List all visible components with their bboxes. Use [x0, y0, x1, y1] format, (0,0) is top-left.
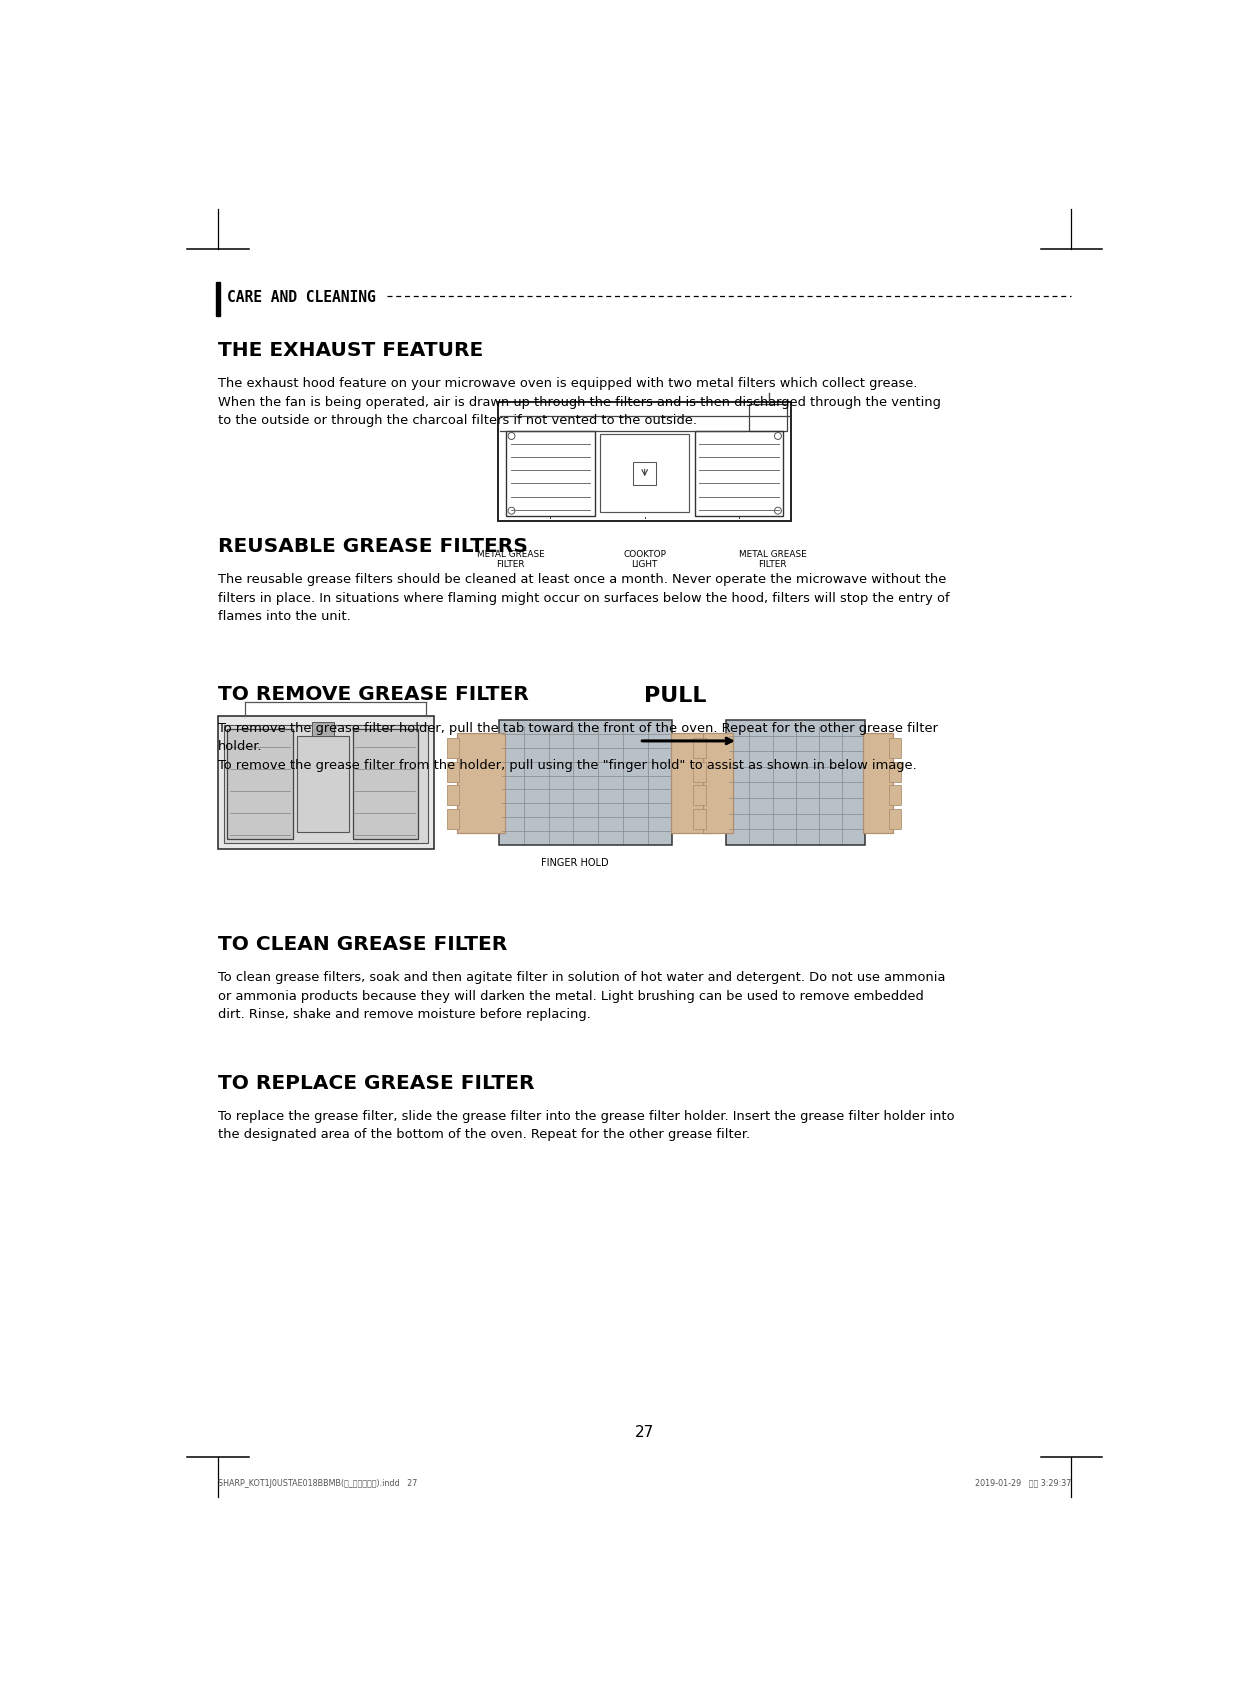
Text: TO CLEAN GREASE FILTER: TO CLEAN GREASE FILTER — [218, 936, 507, 954]
Text: To clean grease filters, soak and then agitate filter in solution of hot water a: To clean grease filters, soak and then a… — [218, 971, 946, 1022]
Bar — [710, 785, 722, 806]
Text: SHARP_KOT1J0USTAE018BBMB(영_규격임시용).indd   27: SHARP_KOT1J0USTAE018BBMB(영_규격임시용).indd 2… — [218, 1478, 418, 1488]
Bar — [216, 282, 220, 316]
Bar — [228, 728, 293, 839]
Text: FINGER HOLD: FINGER HOLD — [541, 858, 609, 868]
Text: METAL GREASE
FILTER: METAL GREASE FILTER — [477, 551, 545, 569]
Text: TO REMOVE GREASE FILTER: TO REMOVE GREASE FILTER — [218, 686, 528, 704]
Bar — [447, 762, 459, 782]
Bar — [710, 809, 722, 829]
Bar — [693, 785, 706, 806]
Bar — [693, 762, 706, 782]
Bar — [633, 461, 657, 485]
Text: REUSABLE GREASE FILTERS: REUSABLE GREASE FILTERS — [218, 537, 528, 556]
Text: THE EXHAUST FEATURE: THE EXHAUST FEATURE — [218, 341, 483, 360]
Bar — [889, 762, 901, 782]
Bar — [863, 733, 893, 833]
Bar — [353, 728, 419, 839]
Bar — [693, 738, 706, 758]
Bar — [218, 716, 434, 848]
Bar — [889, 809, 901, 829]
Bar — [447, 785, 459, 806]
Text: COOKTOP
LIGHT: COOKTOP LIGHT — [623, 551, 667, 569]
Text: 27: 27 — [635, 1426, 654, 1439]
Text: CARE AND CLEANING: CARE AND CLEANING — [228, 291, 376, 306]
Text: The exhaust hood feature on your microwave oven is equipped with two metal filte: The exhaust hood feature on your microwa… — [218, 377, 941, 427]
Text: To replace the grease filter, slide the grease filter into the grease filter hol: To replace the grease filter, slide the … — [218, 1110, 955, 1142]
Text: To remove the grease filter holder, pull the tab toward the front of the oven. R: To remove the grease filter holder, pull… — [218, 721, 938, 772]
Bar — [889, 785, 901, 806]
Bar — [499, 720, 673, 844]
Text: 2019-01-29   오후 3:29:37: 2019-01-29 오후 3:29:37 — [975, 1478, 1072, 1488]
Bar — [457, 733, 504, 833]
Bar — [312, 723, 333, 735]
Text: The reusable grease filters should be cleaned at least once a month. Never opera: The reusable grease filters should be cl… — [218, 573, 950, 623]
Bar — [447, 738, 459, 758]
Bar — [600, 434, 689, 512]
Bar — [447, 809, 459, 829]
Bar — [498, 402, 791, 522]
Bar — [710, 738, 722, 758]
Bar — [889, 738, 901, 758]
Bar — [694, 431, 784, 517]
Bar — [506, 431, 595, 517]
Bar — [671, 733, 713, 833]
Text: METAL GREASE
FILTER: METAL GREASE FILTER — [738, 551, 806, 569]
Bar — [749, 404, 788, 431]
Bar — [224, 725, 429, 843]
Bar — [703, 733, 732, 833]
Bar — [710, 762, 722, 782]
Bar — [297, 736, 348, 831]
Bar — [693, 809, 706, 829]
Text: PULL: PULL — [644, 686, 707, 706]
Text: TO REPLACE GREASE FILTER: TO REPLACE GREASE FILTER — [218, 1074, 535, 1093]
Bar — [726, 720, 866, 844]
